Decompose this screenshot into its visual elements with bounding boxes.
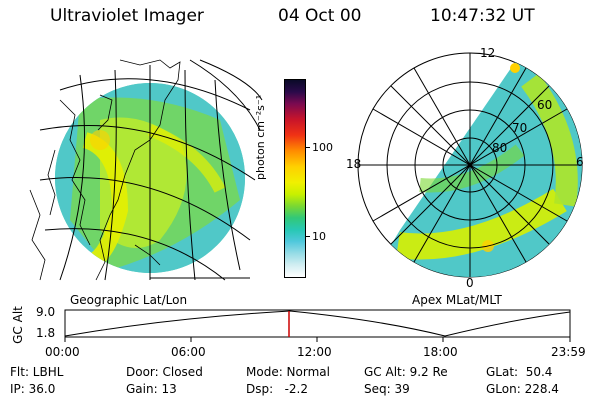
colorbar-tick (305, 236, 310, 237)
status-glon: GLon: 228.4 (486, 382, 559, 396)
geographic-image (29, 59, 263, 281)
mlt-caption: Apex MLat/MLT (412, 293, 502, 307)
mlt-label-6: 6 (576, 155, 584, 169)
time-label: 10:47:32 UT (430, 6, 535, 26)
altitude-ylabel: GC Alt (11, 306, 25, 344)
mlt-label-0: 0 (466, 276, 474, 290)
mlt-label-18: 18 (346, 157, 362, 171)
status-dsp: Dsp: -2.2 (246, 382, 309, 396)
status-seq: Seq: 39 (364, 382, 410, 396)
intensity-colorbar (284, 79, 306, 278)
altitude-plot (64, 309, 571, 342)
mlt-image (357, 52, 583, 278)
altitude-xtick: 23:59 (551, 345, 586, 359)
status-mode: Mode: Normal (246, 365, 330, 379)
status-door: Door: Closed (126, 365, 203, 379)
colorbar-unit-label: photon cm⁻²s⁻¹ (254, 94, 267, 180)
status-glat: GLat: 50.4 (486, 365, 553, 379)
altitude-xtick: 12:00 (297, 345, 332, 359)
altitude-xtick: 18:00 (423, 345, 458, 359)
date-label: 04 Oct 00 (278, 6, 362, 26)
status-gcalt: GC Alt: 9.2 Re (364, 365, 448, 379)
geographic-caption: Geographic Lat/Lon (70, 293, 188, 307)
mlt-label-12: 12 (480, 46, 496, 60)
altitude-xtick: 00:00 (45, 345, 80, 359)
altitude-xtick: 06:00 (171, 345, 206, 359)
status-gain: Gain: 13 (126, 382, 177, 396)
colorbar-tick (305, 147, 310, 148)
colorbar-tick-label-100: 100 (312, 141, 333, 154)
altitude-ytick-top: 9.0 (36, 305, 56, 319)
mlat-label-60: 60 (537, 98, 553, 112)
mlat-label-80: 80 (492, 141, 508, 155)
mlat-label-70: 70 (512, 121, 528, 135)
colorbar-tick-label-10: 10 (312, 230, 326, 243)
instrument-title: Ultraviolet Imager (50, 6, 204, 26)
status-flt: Flt: LBHL (10, 365, 64, 379)
altitude-ytick-bottom: 1.8 (36, 326, 56, 340)
status-ip: IP: 36.0 (10, 382, 56, 396)
